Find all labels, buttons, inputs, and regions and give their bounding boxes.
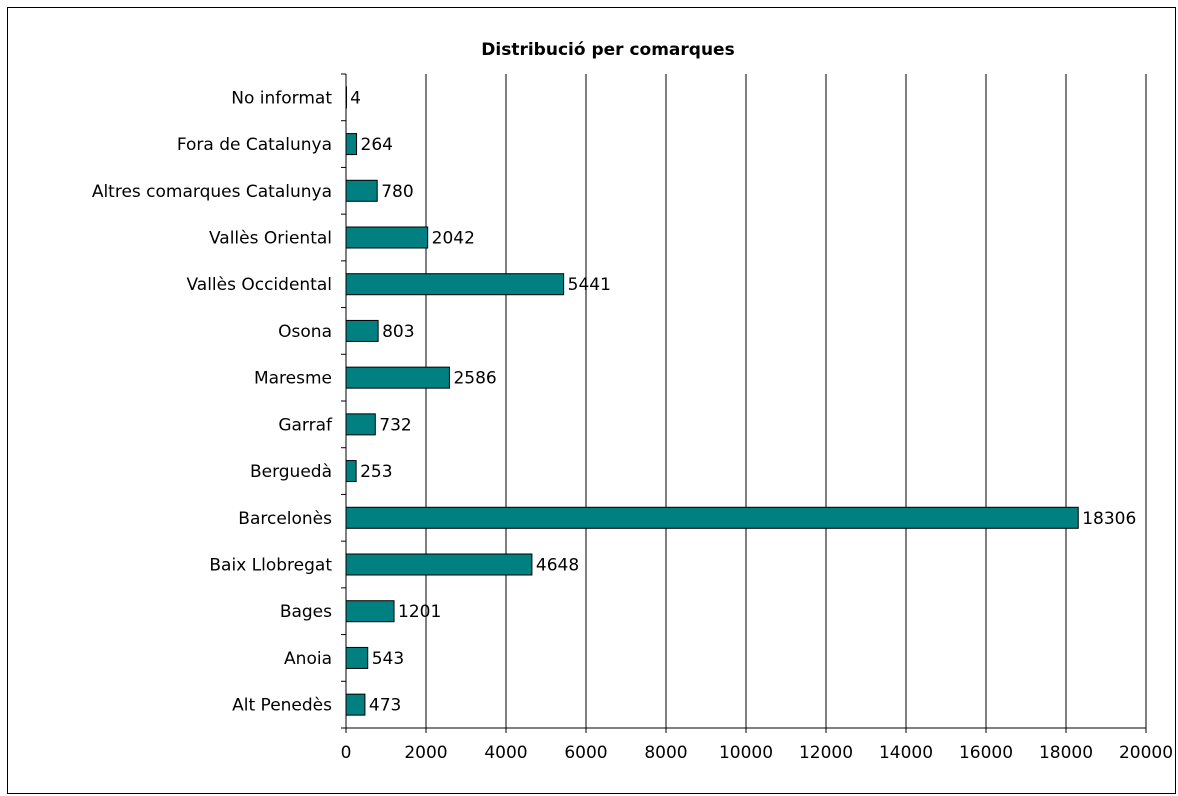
value-label: 803 [382,322,414,342]
x-tick-label: 10000 [719,743,773,763]
category-label: Osona [278,322,332,342]
bar [345,226,429,249]
labels: 0 2000 4000 6000 8000 10000 12000 14000 16000 180… [92,88,1173,763]
chart-title: Distribució per comarques [481,40,734,60]
bar [345,646,369,669]
bar [345,366,450,389]
axes [341,73,1147,733]
category-label: Bages [280,602,332,622]
bar [345,133,358,156]
bar [345,319,379,342]
value-label: 264 [361,135,393,155]
bar [345,179,378,202]
value-label: 543 [372,649,404,669]
x-tick-label: 2000 [404,743,447,763]
x-tick-label: 0 [341,743,352,763]
bar [345,506,1079,529]
x-tick-label: 14000 [879,743,933,763]
x-tick-label: 4000 [484,743,527,763]
bar [345,413,376,436]
category-label: Barcelonès [238,509,332,529]
value-label: 4648 [536,556,579,576]
category-label: Berguedà [250,462,332,482]
bar [345,553,533,576]
value-label: 732 [379,415,411,435]
category-label: Baix Llobregat [209,556,332,576]
x-tick-label: 6000 [564,743,607,763]
value-label: 5441 [568,275,611,295]
category-label: Vallès Occidental [186,275,332,295]
category-label: No informat [231,88,332,108]
category-label: Maresme [254,369,332,389]
gridlines [425,74,1147,728]
value-label: 780 [381,182,413,202]
value-label: 253 [360,462,392,482]
category-label: Anoia [284,649,332,669]
bar [345,460,357,483]
category-label: Alt Penedès [232,696,332,716]
category-label: Garraf [278,415,333,435]
value-label: 4 [350,88,361,108]
bars [345,86,1079,716]
x-tick-label: 8000 [644,743,687,763]
x-tick-label: 18000 [1039,743,1093,763]
bar [345,600,395,623]
x-tick-label: 20000 [1119,743,1173,763]
x-tick-label: 16000 [959,743,1013,763]
x-tick-label: 12000 [799,743,853,763]
bar [345,273,565,296]
bar-chart: Distribució per comarques 0 2000 4000 6000 8… [92,40,1173,763]
chart-area: Distribució per comarques 0 2000 4000 6000 8… [7,7,1176,794]
value-label: 2042 [432,229,475,249]
value-label: 1201 [398,602,441,622]
category-label: Altres comarques Catalunya [92,182,332,202]
value-label: 18306 [1082,509,1136,529]
bar [345,86,347,109]
category-label: Fora de Catalunya [177,135,332,155]
category-label: Vallès Oriental [209,229,332,249]
value-label: 2586 [453,369,496,389]
bar [345,693,366,716]
value-label: 473 [369,696,401,716]
